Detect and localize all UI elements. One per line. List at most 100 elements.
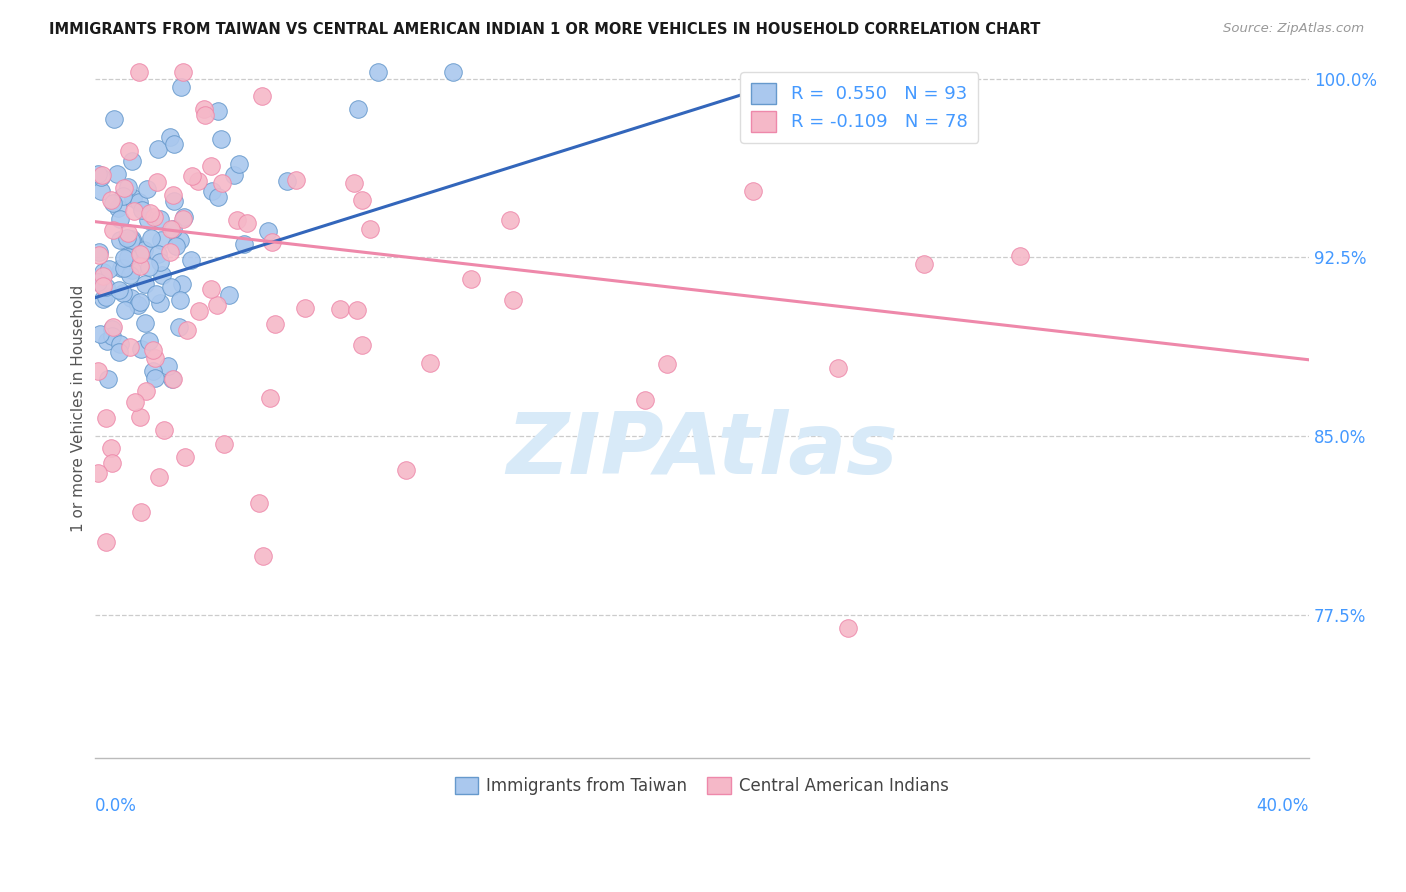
Point [218, 288, 240, 302]
Point [114, 303, 136, 318]
Point [112, 260, 135, 275]
Point [120, 292, 142, 306]
Point [138, 334, 160, 348]
Point [98, 261, 121, 276]
Point [127, 298, 149, 312]
Text: IMMIGRANTS FROM TAIWAN VS CENTRAL AMERICAN INDIAN 1 OR MORE VEHICLES IN HOUSEHOL: IMMIGRANTS FROM TAIWAN VS CENTRAL AMERIC… [49, 22, 1040, 37]
Point [94, 290, 117, 304]
Point [117, 227, 139, 241]
Point [129, 505, 152, 519]
Point [343, 176, 366, 190]
Point [284, 173, 307, 187]
Point [143, 351, 166, 365]
Point [294, 301, 316, 315]
Point [502, 293, 524, 308]
Point [173, 211, 195, 225]
Point [128, 259, 150, 273]
Point [193, 102, 215, 116]
Point [359, 222, 381, 236]
Point [276, 173, 298, 187]
Point [142, 364, 165, 378]
Point [163, 137, 186, 152]
Point [146, 246, 169, 260]
Point [159, 222, 181, 236]
Point [150, 268, 173, 283]
Point [100, 442, 122, 456]
Point [169, 233, 191, 247]
Point [101, 329, 124, 343]
Point [120, 268, 142, 283]
Point [153, 423, 176, 437]
Point [100, 456, 122, 470]
Point [162, 372, 184, 386]
Point [117, 250, 139, 264]
Point [111, 188, 134, 202]
Point [256, 224, 278, 238]
Point [117, 231, 139, 245]
Point [200, 282, 222, 296]
Point [209, 132, 232, 146]
Point [259, 391, 281, 405]
Point [91, 268, 114, 283]
Point [160, 372, 183, 386]
Point [103, 112, 125, 126]
Point [169, 319, 191, 334]
Point [101, 223, 124, 237]
Point [165, 239, 187, 253]
Point [252, 549, 274, 563]
Point [121, 153, 143, 168]
Point [121, 235, 143, 249]
Point [395, 463, 418, 477]
Point [117, 180, 139, 194]
Point [141, 343, 163, 357]
Point [134, 277, 156, 291]
Point [634, 393, 657, 408]
Point [1010, 249, 1032, 263]
Text: Source: ZipAtlas.com: Source: ZipAtlas.com [1223, 22, 1364, 36]
Point [87, 248, 110, 262]
Point [124, 395, 146, 409]
Point [129, 246, 152, 260]
Point [222, 169, 245, 183]
Point [136, 213, 159, 227]
Point [346, 302, 368, 317]
Point [329, 302, 352, 317]
Point [837, 621, 859, 635]
Point [90, 184, 112, 198]
Point [117, 235, 139, 250]
Point [173, 450, 195, 464]
Point [138, 206, 160, 220]
Point [101, 320, 124, 334]
Point [131, 202, 153, 217]
Point [129, 294, 152, 309]
Point [149, 211, 172, 226]
Point [91, 265, 114, 279]
Point [499, 212, 522, 227]
Point [120, 233, 142, 247]
Point [211, 177, 233, 191]
Point [160, 280, 183, 294]
Point [100, 193, 122, 207]
Point [145, 286, 167, 301]
Point [90, 170, 112, 185]
Legend: Immigrants from Taiwan, Central American Indians: Immigrants from Taiwan, Central American… [449, 770, 956, 802]
Point [135, 384, 157, 398]
Point [260, 235, 283, 250]
Point [162, 188, 184, 202]
Point [112, 251, 135, 265]
Point [443, 64, 465, 78]
Point [94, 411, 117, 425]
Point [146, 175, 169, 189]
Point [91, 293, 114, 307]
Point [194, 108, 217, 122]
Point [180, 253, 202, 268]
Point [143, 210, 166, 224]
Point [187, 303, 209, 318]
Point [118, 340, 141, 354]
Point [129, 343, 152, 357]
Point [912, 257, 935, 271]
Point [159, 130, 181, 145]
Point [112, 181, 135, 195]
Point [108, 233, 131, 247]
Point [419, 356, 441, 370]
